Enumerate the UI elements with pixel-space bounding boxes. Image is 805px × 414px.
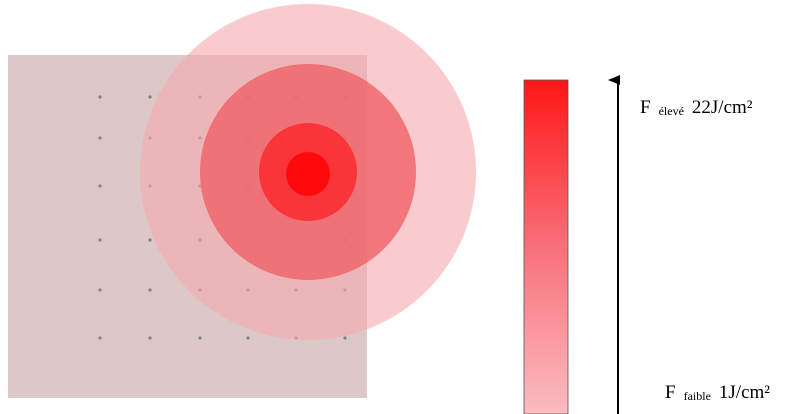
symbol: F [665, 382, 676, 403]
high-label: F élevé 22J/cm² [640, 97, 753, 119]
dot [98, 184, 102, 188]
dot [98, 288, 102, 292]
symbol: F [640, 97, 651, 118]
low-label: F faible 1J/cm² [665, 382, 770, 404]
dot [343, 336, 347, 340]
dot [148, 288, 152, 292]
dot [148, 336, 152, 340]
dot [148, 95, 152, 99]
dot [98, 336, 102, 340]
dot [98, 238, 102, 242]
dot [98, 136, 102, 140]
subscript: faible [684, 389, 711, 403]
subscript: élevé [659, 104, 684, 118]
dot [246, 336, 250, 340]
zone-core [286, 152, 330, 196]
dot [148, 238, 152, 242]
dot [198, 336, 202, 340]
value: 1J/cm² [719, 382, 770, 403]
fluence-bar [523, 79, 569, 414]
value: 22J/cm² [692, 97, 753, 118]
dot [98, 95, 102, 99]
